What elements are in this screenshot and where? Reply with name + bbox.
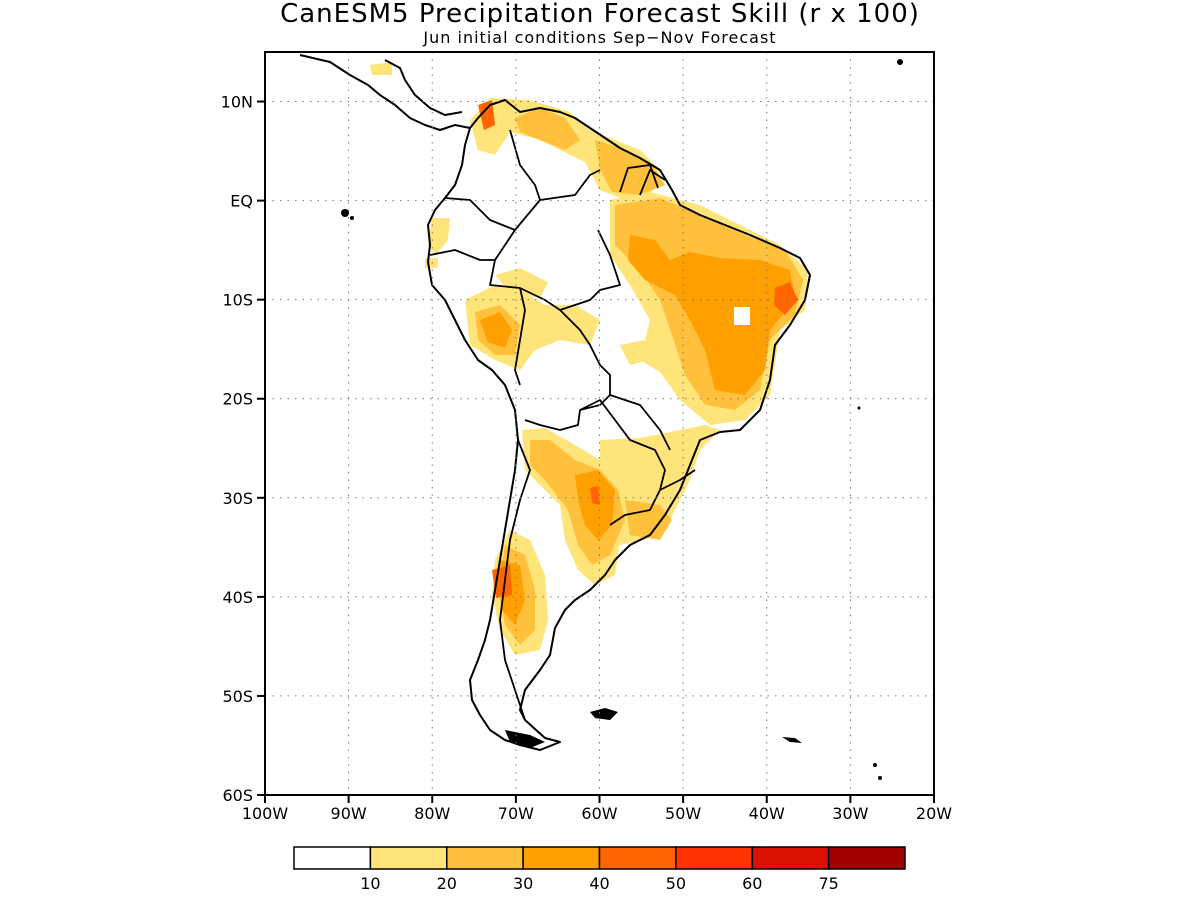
colorbar-swatch	[522, 846, 601, 870]
colorbar-label: 40	[589, 874, 609, 893]
skill-area-argentina-peak	[590, 486, 600, 505]
lon-tick-label: 20W	[916, 804, 952, 823]
lat-tick-label: 30S	[222, 489, 253, 508]
country-borders	[429, 129, 696, 721]
lat-tick-label: EQ	[230, 192, 253, 211]
lon-tick-label: 70W	[498, 804, 534, 823]
south-america-coastline	[427, 99, 811, 751]
island	[873, 763, 877, 767]
colorbar-swatch	[293, 846, 372, 870]
lon-tick-label: 30W	[832, 804, 868, 823]
island	[857, 406, 861, 410]
colorbar-swatch	[446, 846, 524, 870]
lat-tick-label: 10N	[221, 93, 253, 112]
falkland-islands	[590, 708, 618, 720]
skill-area-peru-north	[425, 258, 438, 268]
skill-area-argentina-core	[575, 470, 615, 540]
lon-tick-label: 80W	[414, 804, 450, 823]
colorbar-label: 60	[742, 874, 762, 893]
islands	[341, 59, 903, 780]
tierra-del-fuego	[505, 730, 545, 748]
lon-tick-label: 90W	[331, 804, 367, 823]
skill-shading	[370, 62, 808, 655]
skill-area-missing-cell	[734, 307, 750, 325]
lon-tick-label: 50W	[665, 804, 701, 823]
colorbar-label: 50	[666, 874, 686, 893]
colorbar-swatch	[598, 846, 677, 870]
colorbar: 10 20 30 40 50 60 75	[293, 846, 906, 893]
skill-area-venezuela	[515, 108, 580, 150]
skill-area-brazil-peak	[774, 282, 798, 315]
colorbar-swatch	[369, 846, 448, 870]
lat-tick-label: 10S	[222, 291, 253, 310]
lon-axis: 100W 90W 80W 70W 60W 50W 40W 30W 20W	[242, 795, 952, 823]
lat-tick-label: 40S	[222, 588, 253, 607]
colorbar-swatch	[675, 846, 753, 870]
south-georgia	[782, 737, 802, 743]
skill-area-brazil-core	[628, 235, 795, 395]
skill-area-bolivia-patch	[620, 340, 650, 365]
lat-tick-label: 50S	[222, 687, 253, 706]
island	[878, 776, 882, 780]
skill-area-peru-peak	[480, 312, 512, 348]
colorbar-label: 75	[818, 874, 838, 893]
map-title: CanESM5 Precipitation Forecast Skill (r …	[280, 0, 920, 29]
lat-tick-label: 60S	[222, 786, 253, 805]
colorbar-label: 30	[513, 874, 533, 893]
colorbar-label: 10	[360, 874, 380, 893]
colorbar-label: 20	[437, 874, 457, 893]
colorbar-swatch	[751, 846, 830, 870]
skill-area-uruguay	[625, 500, 672, 540]
skill-area-ecuador	[428, 218, 450, 255]
skill-area-colombia-coast	[478, 100, 495, 130]
coastlines	[299, 54, 811, 751]
lon-tick-label: 100W	[242, 804, 289, 823]
skill-area-central-america	[370, 62, 392, 75]
lat-axis: 10N EQ 10S 20S 30S 40S 50S 60S	[221, 93, 265, 805]
skill-area-amazon-patch	[495, 268, 548, 298]
island	[897, 59, 903, 65]
island	[350, 216, 354, 220]
map-subtitle: Jun initial conditions Sep−Nov Forecast	[423, 28, 777, 47]
galapagos	[341, 209, 349, 217]
central-america-coastline	[299, 54, 471, 131]
lat-tick-label: 20S	[222, 390, 253, 409]
colorbar-swatch	[827, 846, 906, 870]
lon-tick-label: 40W	[749, 804, 785, 823]
lon-tick-label: 60W	[581, 804, 617, 823]
